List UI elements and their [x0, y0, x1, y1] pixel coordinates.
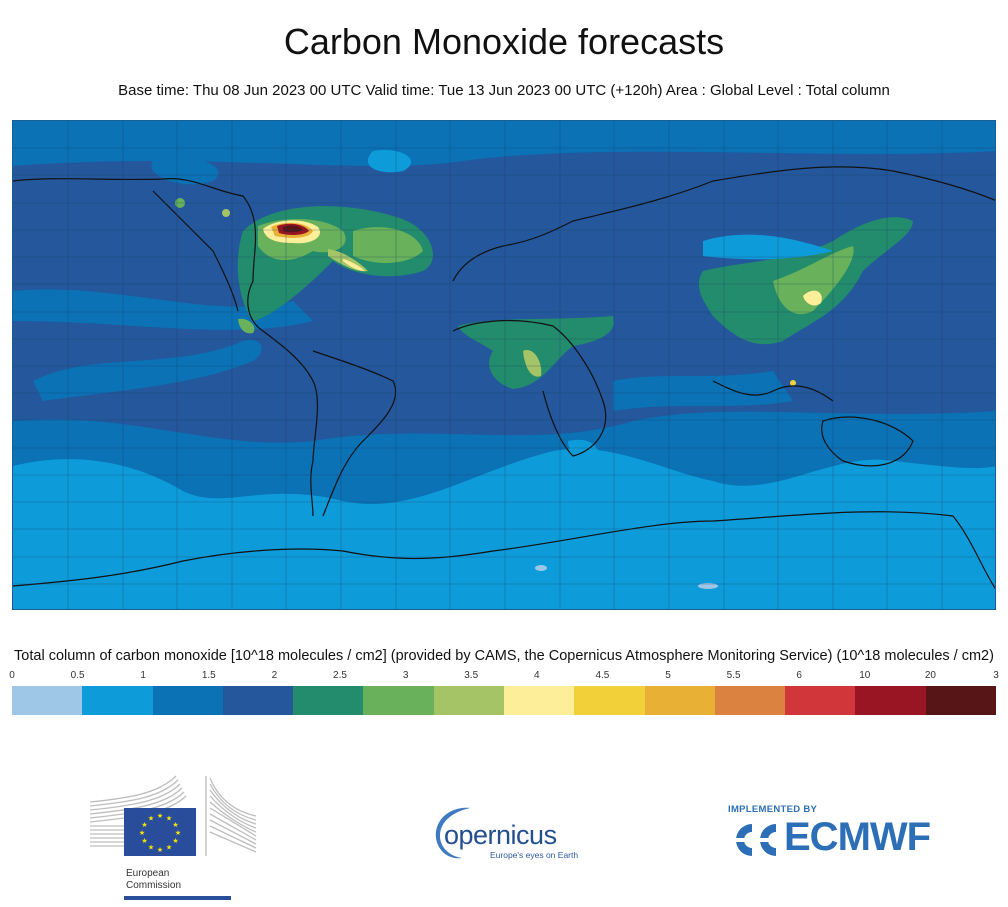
- tick-label: 5.5: [726, 670, 741, 681]
- tick-label: 1.5: [201, 670, 216, 681]
- colorbar-segment: [12, 686, 83, 715]
- chart-title: Carbon Monoxide forecasts: [283, 21, 725, 62]
- tick-label: 6: [796, 670, 802, 681]
- ec-underline: [124, 896, 231, 900]
- colorbar-segment: [785, 686, 856, 715]
- tick-label: 1: [140, 670, 146, 681]
- tick-label: 3.5: [464, 670, 479, 681]
- tick-label: 0.5: [70, 670, 85, 681]
- colorbar-segment: [503, 686, 575, 715]
- copernicus-wordmark: opernicus: [444, 820, 557, 850]
- svg-text:★: ★: [172, 837, 178, 845]
- tick-label: 3: [402, 670, 409, 681]
- colorbar-segment: [574, 686, 645, 715]
- logo-strip: ★ ★ ★ ★ ★ ★ ★ ★ ★ ★ ★ ★ European Commission opern…: [0, 760, 1008, 900]
- ecmwf-wordmark: ECMWF: [784, 815, 931, 859]
- tick-label: 20: [924, 670, 936, 681]
- colorbar-segment: [855, 686, 926, 715]
- tick-label: 5: [665, 670, 671, 681]
- co-forecast-map: [12, 120, 996, 610]
- colorbar-segment: [152, 686, 223, 715]
- svg-text:★: ★: [172, 821, 178, 829]
- legend-title: Total column of carbon monoxide [10^18 m…: [14, 648, 994, 664]
- svg-text:★: ★: [141, 837, 147, 845]
- tick-label: 4.5: [595, 670, 610, 681]
- tick-label: 0: [9, 670, 15, 681]
- colorbar-segment: [714, 686, 786, 715]
- svg-text:★: ★: [141, 821, 147, 829]
- colorbar: [12, 686, 996, 715]
- tick-label: 2: [271, 670, 278, 681]
- implemented-by-label: IMPLEMENTED BY: [728, 804, 818, 815]
- svg-text:★: ★: [139, 829, 145, 837]
- svg-text:★: ★: [175, 829, 181, 837]
- map-field: [13, 121, 995, 609]
- colorbar-segment: [433, 686, 504, 715]
- colorbar-segment: [293, 686, 364, 715]
- copernicus-logo: opernicus Europe's eyes on Earth: [430, 800, 580, 870]
- svg-text:★: ★: [157, 812, 163, 820]
- tick-label: 4: [534, 670, 540, 681]
- colorbar-segment: [925, 686, 996, 715]
- svg-text:★: ★: [166, 815, 172, 823]
- colorbar-segment: [222, 686, 294, 715]
- svg-text:★: ★: [148, 844, 154, 852]
- ecmwf-symbol-icon: [730, 824, 776, 856]
- chart-subtitle: Base time: Thu 08 Jun 2023 00 UTC Valid …: [118, 82, 890, 99]
- svg-text:★: ★: [148, 815, 154, 823]
- tick-label: 3: [993, 670, 999, 681]
- colorbar-segment: [363, 686, 434, 715]
- european-commission-logo: ★ ★ ★ ★ ★ ★ ★ ★ ★ ★ ★ ★ European Commission: [88, 772, 260, 900]
- svg-text:★: ★: [157, 846, 163, 854]
- copernicus-tagline: Europe's eyes on Earth: [490, 850, 579, 860]
- colorbar-segment: [644, 686, 715, 715]
- tick-label: 2.5: [333, 670, 347, 681]
- ec-label: European Commission: [126, 868, 182, 891]
- colorbar-segment: [82, 686, 153, 715]
- copernicus-arc-icon: [435, 807, 470, 859]
- colorbar-ticks: 0 0.5 1 1.5 2 2.5 3 3.5 4 4.5 5 5.5 6 10…: [9, 670, 999, 682]
- svg-text:★: ★: [166, 844, 172, 852]
- tick-label: 10: [859, 670, 871, 681]
- ec-building-icon: ★ ★★★ ★★★★ ★★★★: [89, 775, 257, 856]
- ecmwf-logo: IMPLEMENTED BY ECMWF: [726, 804, 956, 874]
